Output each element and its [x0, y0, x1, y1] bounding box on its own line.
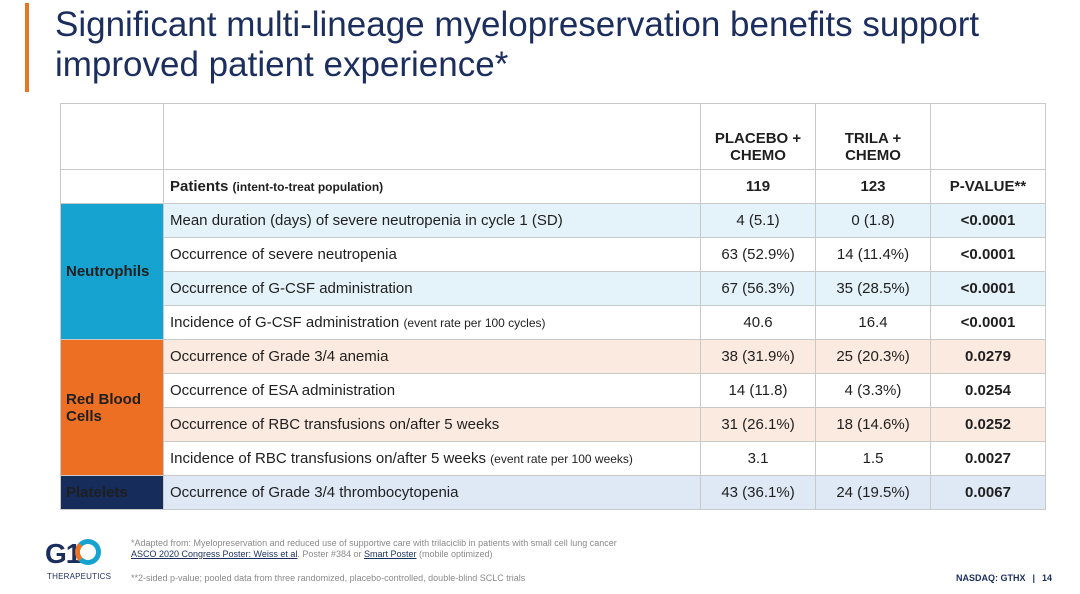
row-label: Occurrence of Grade 3/4 thrombocytopenia: [163, 475, 701, 510]
table-row: Red Blood Cells Occurrence of Grade 3/4 …: [60, 339, 1046, 476]
table-row: Platelets Occurrence of Grade 3/4 thromb…: [60, 475, 1046, 510]
patients-placebo: 119: [700, 169, 816, 204]
trila-value: 0 (1.8): [815, 203, 931, 238]
trila-value: 16.4: [815, 305, 931, 340]
patients-note: (intent-to-treat population): [232, 180, 384, 194]
table-row: Occurrence of RBC transfusions on/after …: [61, 407, 1046, 442]
patients-trila: 123: [815, 169, 931, 204]
logo-subtitle: THERAPEUTICS: [47, 572, 112, 581]
results-table: PLACEBO + CHEMO TRILA + CHEMO Patients (…: [60, 103, 1046, 510]
page-number: 14: [1041, 573, 1052, 583]
p-value: <0.0001: [930, 237, 1046, 272]
footer-right: NASDAQ: GTHX | 14: [956, 573, 1052, 583]
trila-value: 18 (14.6%): [815, 407, 931, 442]
row-note: (event rate per 100 weeks): [490, 452, 633, 466]
header-placebo: PLACEBO + CHEMO: [700, 103, 816, 170]
row-label: Occurrence of severe neutropenia: [163, 237, 701, 272]
footer-separator: |: [1032, 573, 1035, 583]
row-label: Occurrence of RBC transfusions on/after …: [163, 407, 701, 442]
patients-label-cell: Patients (intent-to-treat population): [163, 169, 701, 204]
p-value: <0.0001: [930, 203, 1046, 238]
p-value: <0.0001: [930, 305, 1046, 340]
title-accent-bar: [25, 3, 29, 92]
p-value: 0.0252: [930, 407, 1046, 442]
placebo-value: 63 (52.9%): [700, 237, 816, 272]
table-row: Neutrophils Mean duration (days) of seve…: [60, 203, 1046, 340]
row-label: Incidence of RBC transfusions on/after 5…: [163, 441, 701, 476]
table-row: Incidence of G-CSF administration (event…: [61, 305, 1046, 340]
header-blank-cell: [163, 103, 701, 170]
placebo-value: 14 (11.8): [700, 373, 816, 408]
placebo-value: 31 (26.1%): [700, 407, 816, 442]
placebo-value: 3.1: [700, 441, 816, 476]
p-value: 0.0067: [930, 475, 1046, 510]
blank-cell: [60, 169, 164, 204]
patients-label: Patients: [170, 178, 229, 195]
trila-value: 14 (11.4%): [815, 237, 931, 272]
table-row: Incidence of RBC transfusions on/after 5…: [61, 441, 1046, 476]
smart-poster-link[interactable]: Smart Poster: [363, 549, 417, 559]
page-title: Significant multi-lineage myelopreservat…: [55, 5, 980, 84]
header-blank-cell: [60, 103, 164, 170]
row-label: Occurrence of Grade 3/4 anemia: [163, 339, 701, 374]
asco-poster-link[interactable]: ASCO 2020 Congress Poster: Weiss et al: [131, 549, 298, 559]
row-label: Mean duration (days) of severe neutropen…: [163, 203, 701, 238]
group-label-neutrophils: Neutrophils: [60, 203, 164, 340]
table-row: Occurrence of severe neutropenia 63 (52.…: [61, 237, 1046, 272]
header-pvalue: P-VALUE**: [930, 169, 1046, 204]
placebo-value: 43 (36.1%): [700, 475, 816, 510]
trila-value: 4 (3.3%): [815, 373, 931, 408]
placebo-value: 4 (5.1): [700, 203, 816, 238]
row-label: Incidence of G-CSF administration (event…: [163, 305, 701, 340]
row-label: Occurrence of ESA administration: [163, 373, 701, 408]
trila-value: 35 (28.5%): [815, 271, 931, 306]
pvalue-footnote: **2-sided p-value; pooled data from thre…: [131, 573, 526, 583]
trila-value: 25 (20.3%): [815, 339, 931, 374]
p-value: <0.0001: [930, 271, 1046, 306]
row-label: Occurrence of G-CSF administration: [163, 271, 701, 306]
poster-mid-text: . Poster #384 or: [297, 549, 364, 559]
p-value: 0.0027: [930, 441, 1046, 476]
logo-ring-icon: [75, 539, 101, 565]
placebo-value: 40.6: [700, 305, 816, 340]
trila-value: 1.5: [815, 441, 931, 476]
patients-row: Patients (intent-to-treat population) 11…: [60, 169, 1046, 204]
table-row: Occurrence of G-CSF administration 67 (5…: [61, 271, 1046, 306]
row-note: (event rate per 100 cycles): [403, 316, 546, 330]
adapted-from-text: *Adapted from: Myelopreservation and red…: [131, 538, 617, 548]
trila-value: 24 (19.5%): [815, 475, 931, 510]
placebo-value: 67 (56.3%): [700, 271, 816, 306]
placebo-value: 38 (31.9%): [700, 339, 816, 374]
source-footnote: *Adapted from: Myelopreservation and red…: [131, 538, 617, 560]
group-label-platelets: Platelets: [60, 475, 164, 510]
ticker-text: NASDAQ: GTHX: [955, 573, 1026, 583]
header-trila: TRILA + CHEMO: [815, 103, 931, 170]
group-label-red-blood-cells: Red Blood Cells: [60, 339, 164, 476]
p-value: 0.0254: [930, 373, 1046, 408]
smart-poster-note: (mobile optimized): [416, 549, 493, 559]
header-blank-cell: [930, 103, 1046, 170]
company-logo: G1 THERAPEUTICS: [45, 538, 115, 586]
p-value: 0.0279: [930, 339, 1046, 374]
table-row: Occurrence of ESA administration 14 (11.…: [61, 373, 1046, 408]
table-header-row: PLACEBO + CHEMO TRILA + CHEMO: [60, 103, 1046, 170]
